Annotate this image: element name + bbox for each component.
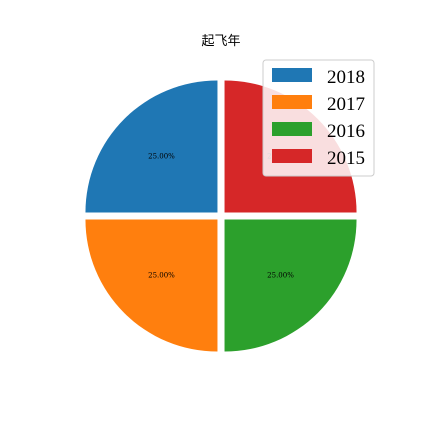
legend-label-2018: 2018 (327, 67, 365, 88)
pie-value-label-2016: 25.00% (267, 272, 294, 280)
legend-swatch-2015 (272, 149, 312, 163)
pie-slice-2018 (85, 80, 218, 213)
pie-value-label-2017: 25.00% (148, 272, 175, 280)
pie-slice-2016 (224, 219, 357, 352)
legend-label-2016: 2016 (327, 121, 365, 142)
pie-value-label-2018: 25.00% (148, 152, 175, 160)
legend: 2018 2017 2016 2015 (262, 59, 375, 177)
legend-swatch-2018 (272, 68, 312, 82)
legend-swatch-2017 (272, 95, 312, 109)
pie-slice-2017 (85, 219, 218, 352)
legend-swatch-2016 (272, 122, 312, 136)
chart-title: 起飞年 (201, 34, 240, 49)
legend-label-2015: 2015 (327, 148, 365, 169)
legend-label-2017: 2017 (327, 94, 365, 115)
legend-box (262, 59, 375, 177)
